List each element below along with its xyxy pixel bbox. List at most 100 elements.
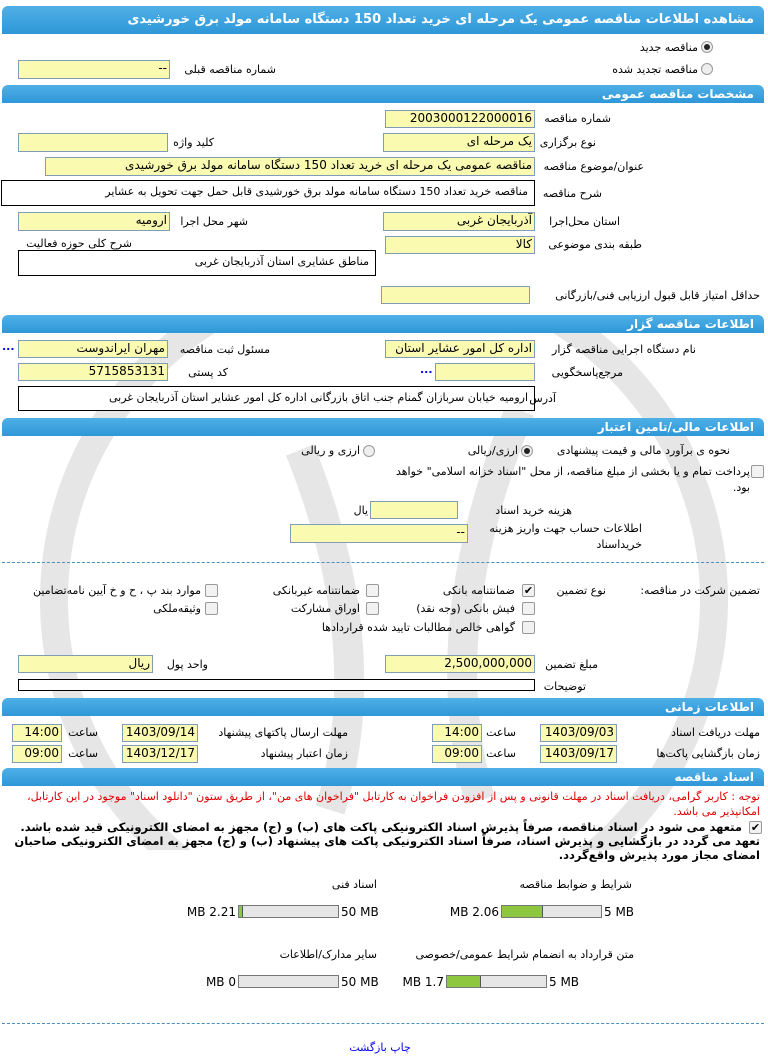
responsible-more-button[interactable]: ...	[2, 340, 15, 353]
guarantee-bank-checkbox[interactable]: ✔	[522, 584, 535, 597]
postal-code-label: کد پستی	[188, 366, 228, 379]
file-label: سایر مدارک/اطلاعات	[279, 948, 377, 961]
commit-text: متعهد می شود در اسناد مناقصه، صرفاً پذیر…	[14, 820, 760, 862]
file-size-progress-fill	[447, 976, 481, 987]
guarantee-property-checkbox[interactable]	[205, 602, 218, 615]
guarantee-option-label: ضمانتنامه غیربانکی	[272, 584, 360, 597]
doc-receive-label: مهلت دریافت اسناد	[671, 726, 760, 739]
section-organizer: اطلاعات مناقصه گزار	[2, 315, 764, 333]
hour-label: ساعت	[486, 747, 516, 760]
foreign-rial-label: ارزی و ریالی	[301, 444, 360, 457]
file-label: شرایط و ضوابط مناقصه	[519, 878, 633, 891]
rial-label: ارزی/ریالی	[467, 444, 518, 457]
treasury-checkbox[interactable]	[751, 465, 764, 478]
subject-label: عنوان/موضوع مناقصه	[543, 160, 644, 173]
guarantee-cash-checkbox[interactable]	[522, 602, 535, 615]
file-label: اسناد فنی	[331, 878, 377, 891]
responsible-label: مسئول ثبت مناقصه	[179, 343, 270, 356]
guarantee-nonbank-checkbox[interactable]	[366, 584, 379, 597]
validity-time: 09:00	[12, 745, 62, 763]
account-label: اطلاعات حساب جهت واریز هزینه خریداسناد	[489, 522, 642, 551]
guarantee-option-label: موارد بند پ ، ح و خ آیین نامه‌تضامین	[33, 584, 201, 597]
file-max-size: 50 MB	[341, 905, 379, 919]
guarantee-option-label: گواهی خالص مطالبات تایید شده قراردادها	[321, 621, 515, 634]
keyword-field	[18, 133, 168, 152]
file-size-progress-fill	[239, 906, 244, 917]
file-size-progress-bar	[238, 975, 339, 988]
page-title: مشاهده اطلاعات مناقصه عمومی یک مرحله ای …	[2, 6, 764, 34]
guarantee-option-label: ضمانتنامه بانکی	[442, 584, 515, 597]
file-size: 2.21 MB	[186, 905, 236, 919]
guarantee-amount-label: مبلغ تضمین	[545, 658, 598, 671]
opening-time: 09:00	[432, 745, 482, 763]
description-label: شرح مناقصه	[542, 187, 602, 200]
scope-label: شرح کلی حوزه فعالیت	[26, 237, 132, 250]
section-timing: اطلاعات زمانی	[2, 698, 764, 716]
min-score-label: حداقل امتیاز قابل قبول ارزیابی فنی/بازرگ…	[555, 289, 760, 302]
currency-field: ریال	[18, 655, 153, 673]
divider	[2, 1023, 764, 1024]
address-label: آدرس	[529, 392, 556, 405]
guarantee-amount-field: 2,500,000,000	[385, 655, 535, 673]
file-max-size: 50 MB	[341, 975, 379, 989]
notes-label: توضیحات	[543, 680, 586, 693]
commit-checkbox[interactable]: ✔	[749, 821, 762, 834]
documents-notice: توجه : کاربر گرامی، دریافت اسناد در مهلت…	[27, 790, 760, 818]
doc-fee-unit: یال	[353, 504, 368, 517]
submit-time: 14:00	[12, 724, 62, 742]
file-size: 0 MB	[205, 975, 236, 989]
holding-type-label: نوع برگزاری	[539, 136, 596, 149]
new-tender-label: مناقصه جدید	[639, 41, 698, 54]
file-max-size: 5 MB	[604, 905, 635, 919]
guarantee-bonds-checkbox[interactable]	[366, 602, 379, 615]
keyword-label: کلید واژه	[173, 136, 214, 149]
radio-renewed-tender[interactable]	[701, 63, 713, 75]
file-size-progress-fill	[502, 906, 543, 917]
doc-fee-field	[370, 501, 458, 519]
prev-number-field[interactable]: --	[18, 60, 170, 79]
section-finance: اطلاعات مالی/تامین اعتبار	[2, 418, 764, 436]
file-size-progress-bar	[501, 905, 602, 918]
prev-number-label: شماره مناقصه قبلی	[184, 63, 276, 76]
min-score-field	[381, 286, 530, 304]
radio-new-tender[interactable]	[701, 41, 713, 53]
radio-rial[interactable]	[521, 445, 533, 457]
hour-label: ساعت	[486, 726, 516, 739]
address-box: ارومیه خیابان سربازان گمنام جنب اتاق باز…	[18, 386, 535, 411]
file-size: 2.06 MB	[449, 905, 499, 919]
section-general: مشخصات مناقصه عمومی	[2, 85, 764, 103]
guarantee-clauses-checkbox[interactable]	[205, 584, 218, 597]
file-size-progress-bar	[446, 975, 547, 988]
guarantee-option-label: وثیقه‌ملکی	[153, 602, 201, 615]
province-label: استان محل‌اجرا	[549, 215, 620, 228]
hour-label: ساعت	[68, 747, 98, 760]
treasury-label: پرداخت تمام و یا بخشی از مبلغ مناقصه، از…	[395, 465, 750, 494]
validity-date: 1403/12/17	[122, 745, 198, 763]
currency-label: واحد پول	[166, 658, 208, 671]
print-back-link[interactable]: چاپ بازگشت	[349, 1041, 411, 1054]
guarantee-label: تضمین شرکت در مناقصه:	[640, 584, 760, 597]
submit-date: 1403/09/14	[122, 724, 198, 742]
reference-more-button[interactable]: ...	[420, 363, 433, 376]
notes-box	[18, 679, 535, 691]
organizer-label: نام دستگاه اجرایی مناقصه گزار	[552, 343, 696, 356]
city-label: شهر محل اجرا	[180, 215, 248, 228]
file-size-progress-bar	[238, 905, 339, 918]
category-label: طبقه بندی موضوعی	[548, 238, 642, 251]
opening-date: 1403/09/17	[540, 745, 617, 763]
doc-receive-date: 1403/09/03	[540, 724, 617, 742]
divider	[2, 562, 764, 563]
submit-label: مهلت ارسال پاکتهای پیشنهاد	[218, 726, 348, 739]
validity-label: زمان اعتبار پیشنهاد	[260, 747, 348, 760]
file-max-size: 5 MB	[549, 975, 580, 989]
holding-type-field: یک مرحله ای	[383, 133, 535, 152]
estimate-method-label: نحوه ی برآورد مالی و قیمت پیشنهادی	[556, 444, 730, 457]
radio-foreign-and-rial[interactable]	[363, 445, 375, 457]
opening-label: زمان بازگشایی پاکت‌ها	[656, 747, 760, 760]
postal-code-field: 5715853131	[18, 363, 168, 381]
tender-number-field: 2003000122000016	[385, 110, 535, 128]
doc-fee-label: هزینه خرید اسناد	[495, 504, 572, 517]
guarantee-receivables-checkbox[interactable]	[522, 621, 535, 634]
reference-field	[435, 363, 535, 381]
responsible-field: مهران ایراندوست	[18, 340, 168, 358]
